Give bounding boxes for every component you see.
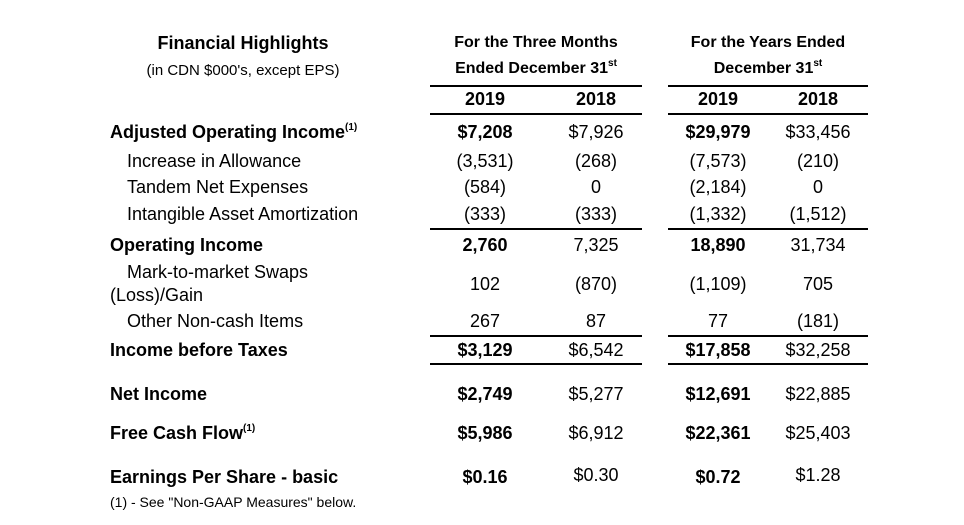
cell-pretax-3m-2019: $3,129 bbox=[457, 340, 513, 360]
three-months-header-line2: Ended December 31st bbox=[430, 57, 642, 78]
year-col4: 2018 bbox=[797, 89, 839, 109]
cell-op-income-yr-2019: 18,890 bbox=[690, 235, 746, 255]
header-rule-left bbox=[430, 85, 642, 87]
row-label-income-before-taxes: Income before Taxes bbox=[110, 340, 288, 360]
row-label-adjusted-operating-income: Adjusted Operating Income(1) bbox=[110, 122, 357, 143]
cell-op-income-3m-2018: 7,325 bbox=[573, 235, 619, 255]
cell-pretax-3m-2018: $6,542 bbox=[568, 340, 624, 360]
cell-adj-op-income-3m-2019: $7,208 bbox=[457, 122, 513, 142]
year-col2: 2018 bbox=[575, 89, 617, 109]
years-header-sup: st bbox=[813, 57, 823, 69]
row-label-increase-in-allowance: Increase in Allowance bbox=[127, 151, 302, 171]
cell-amortization-3m-2019: (333) bbox=[463, 204, 507, 224]
cell-op-income-3m-2019: 2,760 bbox=[462, 235, 508, 255]
three-months-header-sup: st bbox=[608, 57, 617, 69]
cell-amortization-yr-2019: (1,332) bbox=[689, 204, 747, 224]
cell-eps-yr-2018: $1.28 bbox=[795, 465, 841, 485]
cell-adj-op-income-yr-2019: $29,979 bbox=[685, 122, 751, 142]
cell-adj-op-income-3m-2018: $7,926 bbox=[568, 122, 624, 142]
cell-eps-3m-2019: $0.16 bbox=[462, 467, 508, 487]
row-label-text: Adjusted Operating Income bbox=[110, 122, 346, 142]
years-header-date: December 31 bbox=[713, 60, 814, 77]
pretax-rule-right bbox=[668, 335, 868, 337]
cell-allowance-3m-2019: (3,531) bbox=[456, 151, 514, 171]
cell-noncash-3m-2019: 267 bbox=[469, 311, 501, 331]
cell-noncash-3m-2018: 87 bbox=[585, 311, 607, 331]
cell-pretax-yr-2018: $32,258 bbox=[785, 340, 851, 360]
row-label-mtm-swaps-line2: (Loss)/Gain bbox=[110, 285, 204, 305]
cell-adj-op-income-yr-2018: $33,456 bbox=[785, 122, 851, 142]
cell-allowance-yr-2019: (7,573) bbox=[689, 151, 747, 171]
cell-tandem-yr-2019: (2,184) bbox=[689, 177, 747, 197]
row-label-text: Free Cash Flow bbox=[110, 423, 244, 443]
cell-fcf-3m-2019: $5,986 bbox=[457, 423, 513, 443]
cell-net-income-3m-2019: $2,749 bbox=[457, 384, 513, 404]
cell-eps-yr-2019: $0.72 bbox=[695, 467, 741, 487]
cell-fcf-3m-2018: $6,912 bbox=[568, 423, 624, 443]
cell-eps-3m-2018: $0.30 bbox=[573, 465, 619, 485]
footnote: (1) - See "Non-GAAP Measures" below. bbox=[110, 494, 357, 510]
years-header-line2: December 31st bbox=[662, 57, 874, 78]
cell-tandem-3m-2018: 0 bbox=[590, 177, 601, 197]
cell-net-income-yr-2019: $12,691 bbox=[685, 384, 751, 404]
cell-amortization-3m-2018: (333) bbox=[574, 204, 618, 224]
row-label-intangible-asset-amortization: Intangible Asset Amortization bbox=[127, 204, 359, 224]
row-label-net-income: Net Income bbox=[110, 384, 208, 404]
cell-pretax-yr-2019: $17,858 bbox=[685, 340, 751, 360]
cell-allowance-3m-2018: (268) bbox=[574, 151, 618, 171]
cell-net-income-yr-2018: $22,885 bbox=[785, 384, 851, 404]
table-title: Financial Highlights bbox=[157, 33, 329, 53]
pretax-bottom-rule-left bbox=[430, 363, 642, 365]
row-label-free-cash-flow: Free Cash Flow(1) bbox=[110, 423, 255, 444]
cell-tandem-yr-2018: 0 bbox=[812, 177, 823, 197]
table-subtitle: (in CDN $000's, except EPS) bbox=[146, 62, 340, 79]
three-months-header-line1: For the Three Months bbox=[454, 34, 618, 51]
row-label-eps-basic: Earnings Per Share - basic bbox=[110, 467, 339, 487]
row-label-other-non-cash-items: Other Non-cash Items bbox=[127, 311, 304, 331]
three-months-header-date: Ended December 31 bbox=[455, 60, 609, 77]
subtotal-rule-right bbox=[668, 228, 868, 230]
row-label-tandem-net-expenses: Tandem Net Expenses bbox=[127, 177, 309, 197]
subtotal-rule-left bbox=[430, 228, 642, 230]
cell-noncash-yr-2019: 77 bbox=[707, 311, 729, 331]
cell-fcf-yr-2019: $22,361 bbox=[685, 423, 751, 443]
year-rule-left bbox=[430, 113, 642, 115]
row-label-operating-income: Operating Income bbox=[110, 235, 264, 255]
year-col1: 2019 bbox=[464, 89, 506, 109]
year-col3: 2019 bbox=[697, 89, 739, 109]
row-label-mtm-swaps-line1: Mark-to-market Swaps bbox=[127, 262, 309, 282]
cell-mtm-yr-2018: 705 bbox=[802, 274, 834, 294]
cell-net-income-3m-2018: $5,277 bbox=[568, 384, 624, 404]
cell-op-income-yr-2018: 31,734 bbox=[790, 235, 846, 255]
years-header-line1: For the Years Ended bbox=[690, 34, 846, 51]
pretax-bottom-rule-right bbox=[668, 363, 868, 365]
cell-amortization-yr-2018: (1,512) bbox=[789, 204, 847, 224]
cell-mtm-3m-2018: (870) bbox=[574, 274, 618, 294]
cell-tandem-3m-2019: (584) bbox=[463, 177, 507, 197]
cell-mtm-yr-2019: (1,109) bbox=[689, 274, 747, 294]
cell-noncash-yr-2018: (181) bbox=[796, 311, 840, 331]
footnote-marker: (1) bbox=[243, 423, 256, 434]
footnote-marker: (1) bbox=[345, 122, 358, 133]
header-rule-right bbox=[668, 85, 868, 87]
cell-allowance-yr-2018: (210) bbox=[796, 151, 840, 171]
year-rule-right bbox=[668, 113, 868, 115]
pretax-rule-left bbox=[430, 335, 642, 337]
cell-mtm-3m-2019: 102 bbox=[469, 274, 501, 294]
cell-fcf-yr-2018: $25,403 bbox=[785, 423, 851, 443]
